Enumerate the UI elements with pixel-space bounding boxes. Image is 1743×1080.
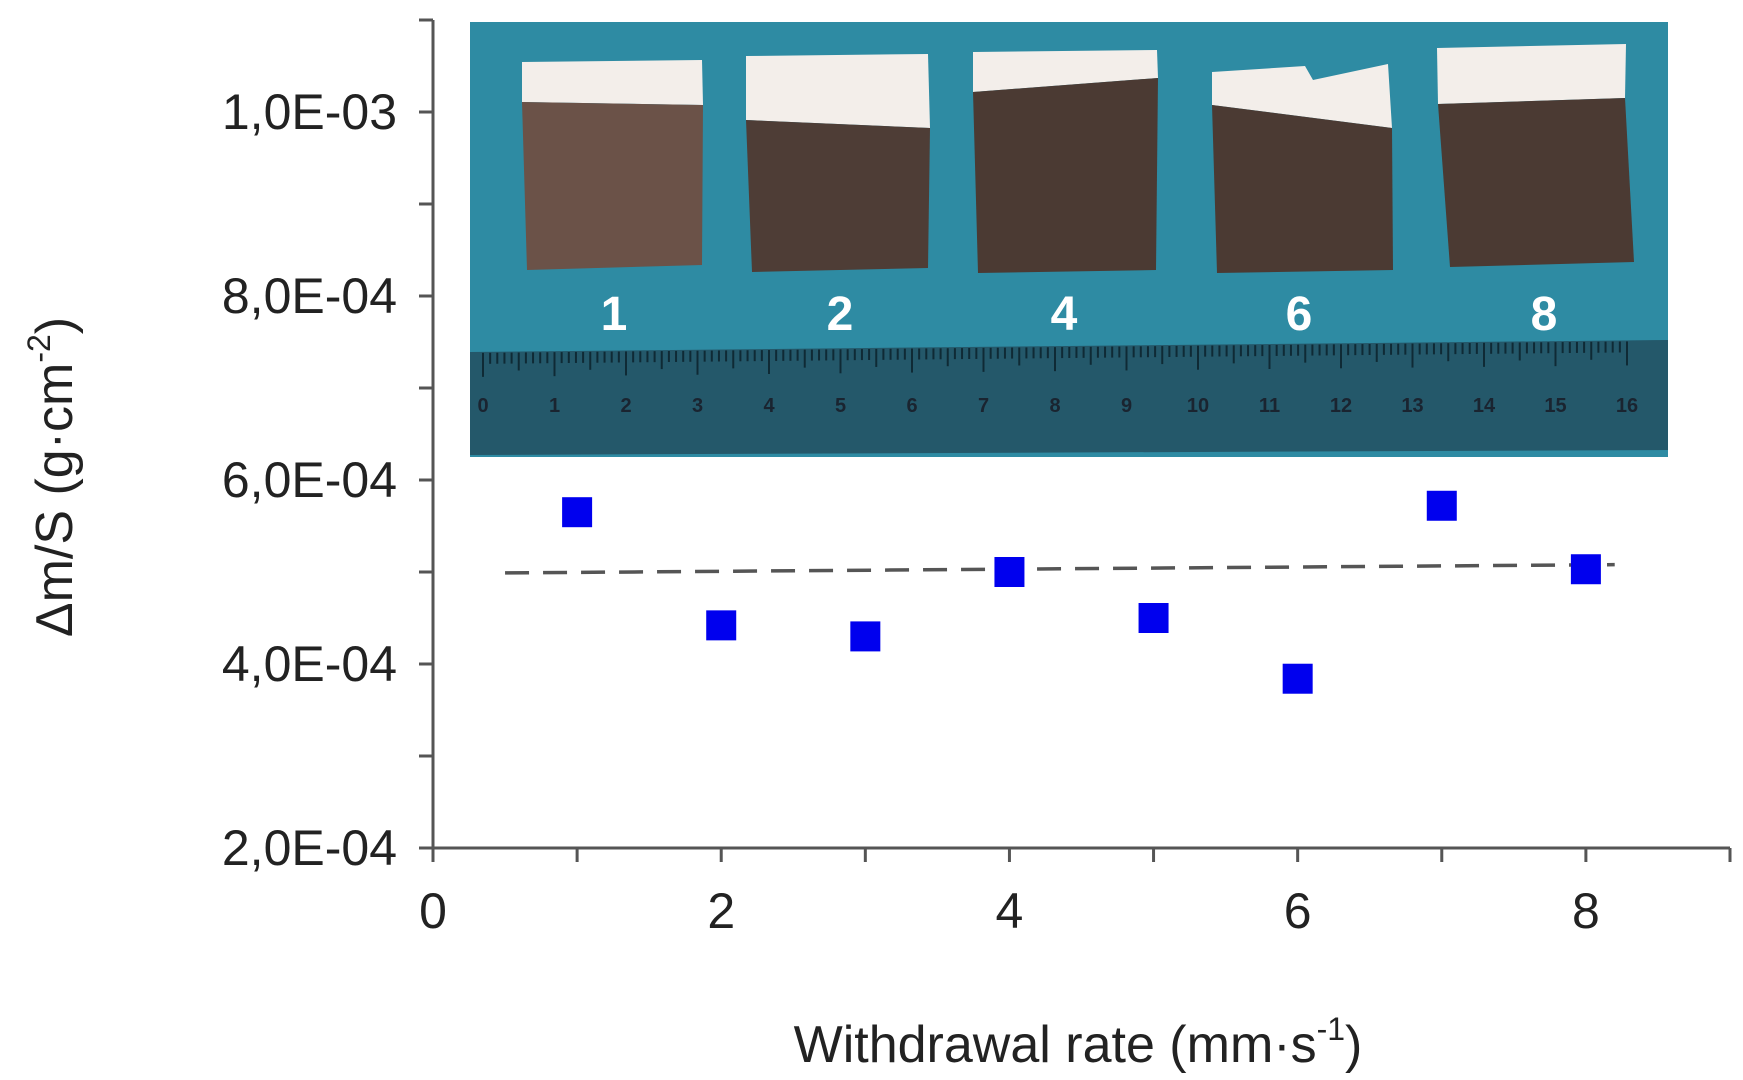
y-tick-label: 6,0E-04 — [222, 452, 397, 508]
ruler-label: 5 — [835, 395, 846, 417]
y-axis-title-sup: -2 — [21, 334, 57, 362]
ruler-label: 16 — [1616, 395, 1638, 417]
ruler-label: 7 — [978, 395, 989, 417]
trend-line — [505, 562, 1615, 575]
x-tick-label: 6 — [1284, 883, 1312, 939]
y-tick-label: 4,0E-04 — [222, 636, 397, 692]
data-point — [994, 557, 1025, 587]
sample-6 — [1212, 64, 1393, 273]
sample-1 — [522, 60, 703, 270]
ruler-label: 15 — [1544, 395, 1566, 417]
sample-label-1: 1 — [601, 288, 628, 341]
ruler-label: 9 — [1121, 395, 1132, 417]
x-tick-label: 0 — [419, 883, 447, 939]
x-tick-label: 2 — [707, 883, 735, 939]
ruler-label: 2 — [620, 395, 631, 417]
ruler-label: 3 — [692, 395, 703, 417]
ruler-label: 0 — [477, 395, 488, 417]
sample-label-4: 4 — [1051, 288, 1078, 341]
ruler-label: 4 — [763, 395, 775, 417]
data-point — [1138, 603, 1169, 633]
sample-4 — [973, 50, 1158, 273]
x-tick-label: 4 — [996, 883, 1024, 939]
data-point — [562, 497, 593, 528]
data-point — [1282, 663, 1313, 694]
x-axis-title-sup: -1 — [1317, 1011, 1345, 1047]
x-axis-title-end: ) — [1345, 1016, 1362, 1074]
ruler-label: 13 — [1401, 395, 1423, 417]
data-point — [1570, 554, 1601, 585]
trend-line-group — [505, 562, 1615, 575]
data-point — [706, 610, 737, 641]
y-axis-title-end: ) — [26, 317, 84, 334]
sample-label-8: 8 — [1531, 288, 1558, 341]
sample-8 — [1437, 44, 1634, 267]
ruler-label: 12 — [1330, 395, 1352, 417]
y-axis-title: Δm/S (g·cm-2) — [21, 317, 84, 637]
axes: 2,0E-04 4,0E-04 6,0E-04 8,0E-04 1,0E-03 0 2 4 6 8 — [222, 18, 1732, 939]
ruler-labels: 0 1 2 3 4 5 6 7 8 9 10 11 12 13 14 15 16 — [477, 395, 1638, 417]
ruler: 0 1 2 3 4 5 6 7 8 9 10 11 12 13 14 15 16 — [470, 340, 1668, 455]
sample-label-2: 2 — [827, 288, 854, 341]
ruler-label: 14 — [1473, 395, 1496, 417]
data-point — [850, 621, 881, 652]
y-tick-label: 1,0E-03 — [222, 84, 397, 140]
ruler-label: 11 — [1259, 395, 1280, 417]
sample-photo-inset: 1 2 4 6 8 0 1 2 3 4 5 6 7 8 9 10 11 12 13 14 15 16 — [470, 22, 1668, 457]
x-tick-label: 8 — [1572, 883, 1600, 939]
sample-label-6: 6 — [1286, 288, 1313, 341]
ruler-label: 10 — [1187, 395, 1209, 417]
x-axis-title-text: Withdrawal rate (mm·s — [794, 1016, 1317, 1074]
ruler-label: 8 — [1049, 395, 1060, 417]
y-axis-title-text: Δm/S (g·cm — [26, 363, 84, 638]
data-point — [1426, 490, 1457, 521]
x-axis-title: Withdrawal rate (mm·s-1) — [794, 1011, 1363, 1074]
y-tick-label: 8,0E-04 — [222, 268, 397, 324]
data-points — [562, 490, 1601, 694]
sample-2 — [746, 54, 930, 272]
ruler-label: 1 — [549, 395, 560, 417]
ruler-ticks — [482, 341, 1628, 377]
y-tick-label: 2,0E-04 — [222, 820, 397, 876]
ruler-label: 6 — [906, 395, 917, 417]
